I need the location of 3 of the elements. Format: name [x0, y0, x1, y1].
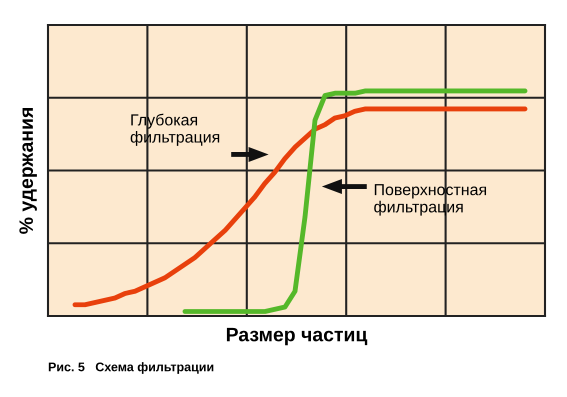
text: Рис. 5 Схема фильтрации [48, 362, 214, 374]
x-axis-title: Размер частиц [226, 328, 368, 346]
y-axis-title: % удержания [19, 108, 37, 234]
